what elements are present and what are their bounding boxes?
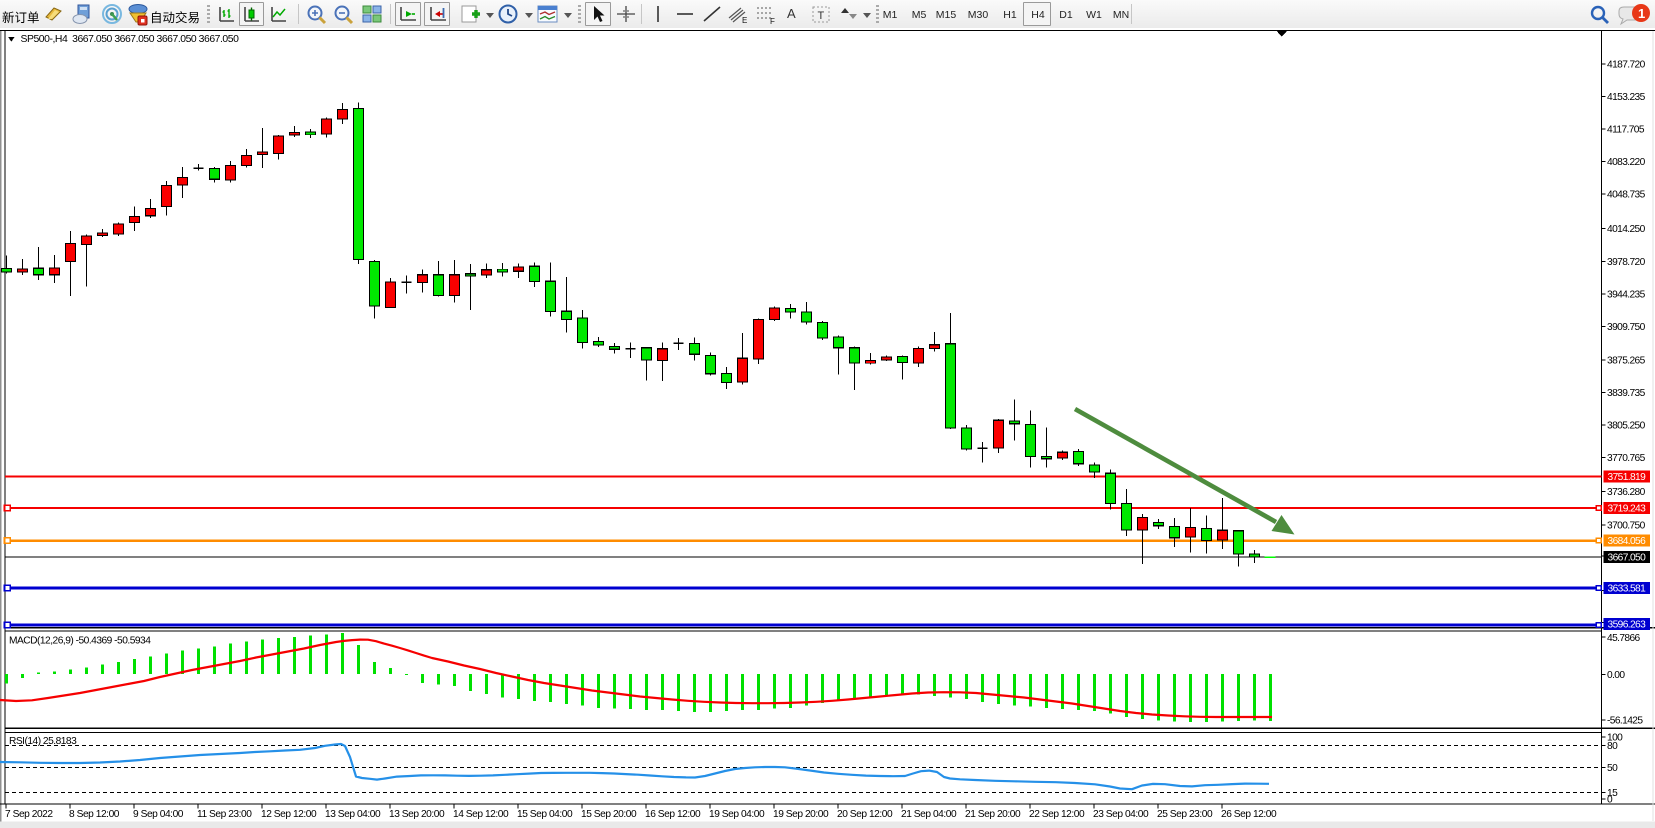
svg-text:3596.263: 3596.263 (1608, 620, 1647, 631)
svg-text:16 Sep 12:00: 16 Sep 12:00 (645, 809, 701, 820)
svg-text:F: F (770, 17, 775, 25)
svg-text:3770.765: 3770.765 (1607, 453, 1646, 464)
svg-text:8 Sep 12:00: 8 Sep 12:00 (69, 809, 120, 820)
svg-text:4187.720: 4187.720 (1607, 60, 1646, 71)
svg-text:3839.735: 3839.735 (1607, 388, 1646, 399)
svg-text:15: 15 (1607, 788, 1618, 799)
svg-text:26 Sep 12:00: 26 Sep 12:00 (1221, 809, 1277, 820)
svg-text:3667.050: 3667.050 (1608, 553, 1647, 564)
svg-text:4048.735: 4048.735 (1607, 189, 1646, 200)
svg-text:23 Sep 04:00: 23 Sep 04:00 (1093, 809, 1149, 820)
svg-text:50: 50 (1607, 763, 1618, 774)
svg-text:-56.1425: -56.1425 (1607, 716, 1643, 727)
svg-text:3700.750: 3700.750 (1607, 521, 1646, 532)
svg-text:4083.220: 4083.220 (1607, 157, 1646, 168)
svg-text:3978.720: 3978.720 (1607, 257, 1646, 268)
svg-text:3944.235: 3944.235 (1607, 290, 1646, 301)
svg-text:15 Sep 04:00: 15 Sep 04:00 (517, 809, 573, 820)
svg-text:11 Sep 23:00: 11 Sep 23:00 (197, 809, 252, 820)
svg-text:100: 100 (1607, 732, 1623, 743)
svg-text:21 Sep 04:00: 21 Sep 04:00 (901, 809, 957, 820)
svg-text:MACD(12,26,9) -50.4369 -50.593: MACD(12,26,9) -50.4369 -50.5934 (9, 636, 151, 647)
svg-text:3875.265: 3875.265 (1607, 356, 1646, 367)
svg-text:14 Sep 12:00: 14 Sep 12:00 (453, 809, 509, 820)
svg-text:3751.819: 3751.819 (1608, 472, 1647, 483)
svg-text:22 Sep 12:00: 22 Sep 12:00 (1029, 809, 1085, 820)
svg-text:SP500-,H4 3667.050 3667.050 3: SP500-,H4 3667.050 3667.050 3667.050 366… (21, 34, 240, 45)
svg-text:4117.705: 4117.705 (1607, 125, 1645, 136)
svg-text:80: 80 (1607, 741, 1618, 752)
svg-text:3736.280: 3736.280 (1607, 487, 1646, 498)
svg-text:0: 0 (1607, 795, 1613, 806)
svg-text:3633.581: 3633.581 (1608, 584, 1647, 595)
svg-text:4153.235: 4153.235 (1607, 92, 1646, 103)
svg-text:19 Sep 04:00: 19 Sep 04:00 (709, 809, 765, 820)
svg-text:7 Sep 2022: 7 Sep 2022 (5, 809, 53, 820)
svg-text:9 Sep 04:00: 9 Sep 04:00 (133, 809, 184, 820)
svg-text:4014.250: 4014.250 (1607, 224, 1646, 235)
svg-text:3805.250: 3805.250 (1607, 420, 1646, 431)
svg-text:3719.243: 3719.243 (1608, 504, 1647, 515)
svg-text:0.00: 0.00 (1607, 670, 1625, 681)
svg-text:15 Sep 20:00: 15 Sep 20:00 (581, 809, 637, 820)
svg-text:3684.056: 3684.056 (1608, 536, 1647, 547)
svg-text:T: T (818, 10, 825, 22)
svg-text:RSI(14) 25.8183: RSI(14) 25.8183 (9, 736, 77, 747)
svg-text:45.7866: 45.7866 (1607, 633, 1641, 644)
svg-text:25 Sep 23:00: 25 Sep 23:00 (1157, 809, 1213, 820)
svg-text:E: E (742, 16, 747, 25)
svg-text:13 Sep 04:00: 13 Sep 04:00 (325, 809, 381, 820)
svg-text:19 Sep 20:00: 19 Sep 20:00 (773, 809, 829, 820)
svg-text:3909.750: 3909.750 (1607, 322, 1646, 333)
svg-text:13 Sep 20:00: 13 Sep 20:00 (389, 809, 445, 820)
svg-text:20 Sep 12:00: 20 Sep 12:00 (837, 809, 893, 820)
svg-text:1: 1 (1638, 6, 1645, 21)
svg-text:12 Sep 12:00: 12 Sep 12:00 (261, 809, 317, 820)
svg-text:21 Sep 20:00: 21 Sep 20:00 (965, 809, 1021, 820)
